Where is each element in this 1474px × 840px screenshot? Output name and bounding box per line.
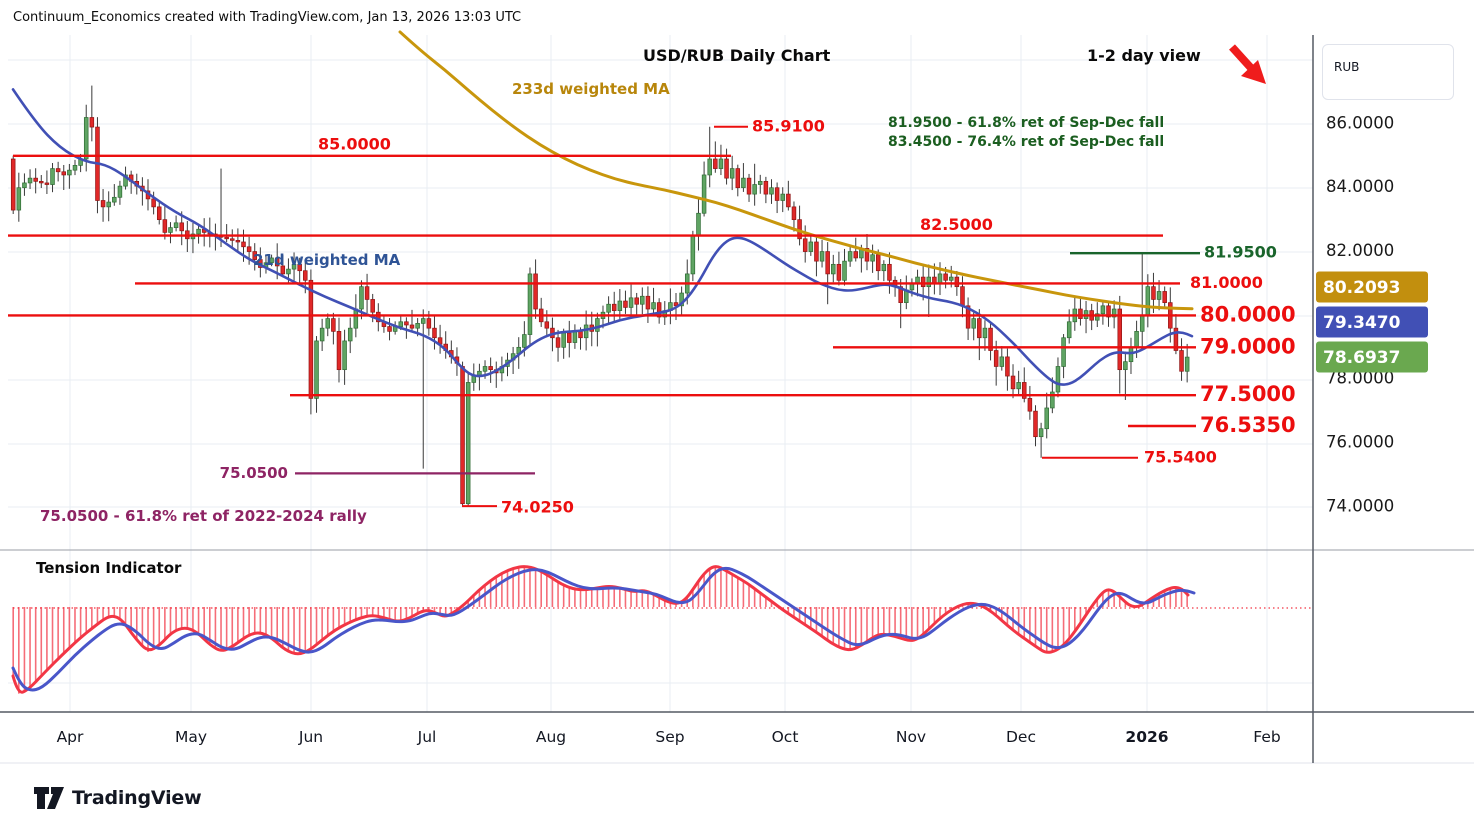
ma233-line (398, 30, 1194, 311)
price-tick-84.0000: 84.0000 (1326, 177, 1394, 196)
fib-retracement-note-2: 83.4500 - 76.4% ret of Sep-Dec fall (888, 134, 1165, 150)
price-badge-value: 79.3470 (1323, 313, 1401, 333)
ma233-label: 233d weighted MA (512, 80, 670, 98)
tension-signal-line (11, 566, 1196, 692)
tension-hatch-bars (12, 566, 1188, 694)
time-axis-label-Dec: Dec (1006, 728, 1036, 746)
time-axis-label-Jul: Jul (417, 728, 437, 746)
view-horizon-note: 1-2 day view (1087, 46, 1201, 65)
level-label-74.0250: 74.0250 (501, 498, 574, 517)
tradingview-logo-text: TradingView (72, 787, 202, 809)
level-label-75.5400: 75.5400 (1144, 447, 1217, 466)
price-badge-value: 78.6937 (1323, 348, 1400, 368)
ma21-label: 21d weighted MA (253, 251, 401, 269)
level-label-82.5000: 82.5000 (920, 215, 993, 234)
price-tick-76.0000: 76.0000 (1326, 433, 1394, 452)
tradingview-logo[interactable]: TradingView (34, 786, 202, 810)
time-axis-label-Feb: Feb (1253, 728, 1280, 746)
time-axis-label-Nov: Nov (896, 728, 926, 746)
level-label-85.0000: 85.0000 (318, 134, 391, 153)
time-axis-label-May: May (175, 728, 207, 746)
price-tick-78.0000: 78.0000 (1326, 369, 1394, 388)
level-label-81.9500: 81.9500 (1204, 243, 1277, 262)
level-label-85.9100: 85.9100 (752, 116, 825, 135)
time-axis-label-Sep: Sep (655, 728, 684, 746)
rally-retracement-note: 75.0500 - 61.8% ret of 2022-2024 rally (40, 507, 367, 525)
level-label-81.0000: 81.0000 (1190, 273, 1263, 292)
price-tick-86.0000: 86.0000 (1326, 113, 1394, 132)
time-axis-label-Aug: Aug (536, 728, 566, 746)
time-axis[interactable]: Apr May Jun Jul Aug Sep Oct Nov Dec 2026 Feb (57, 728, 1281, 746)
time-axis-label-Oct: Oct (772, 728, 799, 746)
tradingview-logo-icon (34, 787, 64, 809)
time-axis-label-Jun: Jun (298, 728, 323, 746)
price-tick-82.0000: 82.0000 (1326, 241, 1394, 260)
tension-indicator-pane[interactable] (11, 565, 1313, 694)
chart-title: USD/RUB Daily Chart (643, 46, 831, 65)
level-label-80.0000: 80.0000 (1200, 302, 1296, 326)
down-right-arrow-icon (1229, 44, 1266, 84)
level-label-75.0500: 75.0500 (220, 464, 288, 482)
price-scale[interactable]: 86.0000 84.0000 82.0000 78.0000 76.0000 74.00… (1316, 113, 1428, 515)
fib-retracement-note-1: 81.9500 - 61.8% ret of Sep-Dec fall (888, 115, 1165, 131)
level-label-77.5000: 77.5000 (1200, 382, 1296, 406)
price-badge-value: 80.2093 (1323, 278, 1400, 298)
chart-credit: Continuum_Economics created with Trading… (13, 10, 522, 25)
price-badge (1316, 341, 1428, 373)
indicator-title: Tension Indicator (36, 559, 182, 577)
level-label-79.0000: 79.0000 (1200, 334, 1296, 358)
symbol-box-label: RUB (1334, 60, 1360, 74)
symbol-box[interactable] (1322, 44, 1454, 100)
price-tick-74.0000: 74.0000 (1326, 496, 1394, 515)
level-label-76.5350: 76.5350 (1200, 413, 1296, 437)
price-badge (1316, 306, 1428, 338)
tension-line (11, 565, 1190, 694)
price-badge (1316, 271, 1428, 303)
ma21-line (11, 88, 1194, 386)
time-axis-label-2026: 2026 (1125, 728, 1168, 746)
time-axis-label-Apr: Apr (57, 728, 84, 746)
